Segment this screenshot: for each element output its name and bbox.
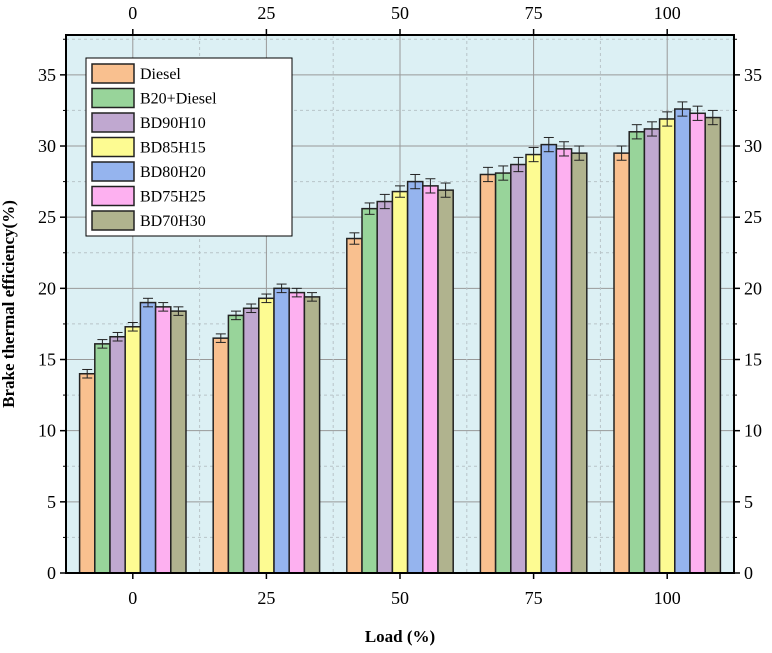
y-tick-label-right: 30 [744,136,762,156]
y-tick-label-right: 25 [744,207,762,227]
x-tick-label-top: 0 [128,3,137,23]
bar-BD85H15-50 [391,190,409,574]
y-tick-label-right: 35 [744,65,762,85]
legend-label: Diesel [140,66,181,83]
y-axis-label: Brake thermal efficiency(%) [0,200,18,408]
bar-BD75H25-100 [689,112,706,574]
bar-Diesel-75 [479,173,497,574]
legend-label: BD80H20 [140,164,206,181]
x-tick-label-top: 100 [654,3,681,23]
x-tick-label-top: 50 [391,3,409,23]
bar-BD70H30-50 [437,189,454,574]
bar-B20+Diesel-25 [227,314,245,574]
bar-BD70H30-75 [570,152,588,574]
y-tick-label: 25 [38,207,56,227]
bar-Diesel-100 [613,152,630,574]
legend-label: BD85H15 [140,140,206,157]
bar-Diesel-25 [212,337,230,574]
y-tick-label-right: 0 [744,563,753,583]
bars [78,101,722,574]
legend-swatch-BD85H15 [91,136,135,158]
legend-swatch-BD90H10 [91,112,135,133]
bar-BD85H15-100 [658,118,676,574]
legend-swatch-B20+Diesel [91,87,135,109]
ticks: 0 0 5 5 10 10 15 15 20 20 25 25 30 30 35 35 0 0 25 25 50 50 75… [38,3,762,608]
bar-B20+Diesel-50 [361,207,378,574]
legend: Diesel B20+Diesel BD90H10 BD85H15 BD80H20 BD7… [85,57,293,237]
bar-BD70H30-25 [303,296,321,574]
x-tick-label: 0 [128,588,137,608]
bar-BD80H20-100 [674,108,691,574]
bar-BD90H10-75 [510,163,527,574]
bar-BD85H15-25 [258,297,275,574]
legend-swatch-Diesel [91,63,135,84]
y-tick-label-right: 10 [744,421,762,441]
bar-Diesel-50 [346,237,363,574]
bar-BD85H15-75 [525,153,542,574]
bar-BD70H30-0 [170,310,187,574]
y-tick-label: 10 [38,421,56,441]
legend-label: BD70H30 [140,213,206,230]
bar-BD70H30-100 [704,116,722,574]
x-tick-label-top: 25 [257,3,275,23]
bar-BD90H10-0 [109,335,126,574]
x-axis-label: Load (%) [365,627,435,646]
y-tick-label: 35 [38,65,56,85]
bar-BD75H25-50 [422,185,439,574]
bar-BD80H20-75 [540,143,558,574]
legend-label: B20+Diesel [140,91,217,108]
bar-B20+Diesel-75 [494,172,512,574]
legend-swatch-BD80H20 [91,161,135,182]
y-tick-label-right: 20 [744,278,762,298]
bar-BD80H20-0 [139,301,157,574]
x-tick-label-top: 75 [525,3,543,23]
y-tick-label: 20 [38,278,56,298]
y-tick-label: 0 [47,563,56,583]
x-tick-label: 25 [257,588,275,608]
legend-label: BD75H25 [140,189,206,206]
bar-BD90H10-25 [242,307,260,574]
bar-BD75H25-0 [154,306,172,574]
bar-BD75H25-75 [555,148,573,574]
bar-BD85H15-0 [124,326,142,574]
y-tick-label-right: 5 [744,492,753,512]
bar-BD90H10-100 [643,128,661,574]
y-tick-label: 15 [38,350,56,370]
y-tick-label-right: 15 [744,350,762,370]
x-tick-label: 75 [525,588,543,608]
x-tick-label: 50 [391,588,409,608]
x-tick-label: 100 [654,588,681,608]
legend-label: BD90H10 [140,115,206,132]
bar-Diesel-0 [78,372,96,574]
legend-swatch-BD75H25 [91,185,135,207]
bar-B20+Diesel-100 [628,131,646,574]
bar-BD80H20-50 [406,180,424,574]
bar-B20+Diesel-0 [94,343,111,574]
y-tick-label: 30 [38,136,56,156]
bar-BD75H25-25 [288,291,306,574]
bar-BD90H10-50 [376,200,394,574]
legend-swatch-BD70H30 [91,210,135,231]
bar-BD80H20-25 [273,287,290,574]
y-tick-label: 5 [47,492,56,512]
